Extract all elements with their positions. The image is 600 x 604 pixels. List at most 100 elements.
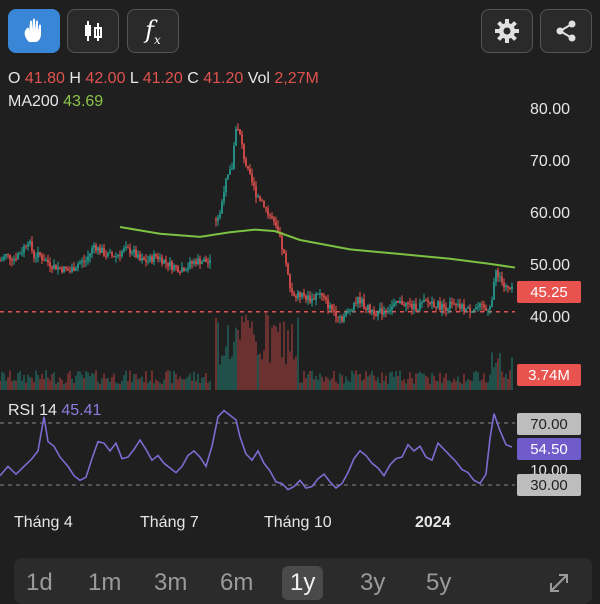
volume-value: 2,27M <box>274 70 319 87</box>
volume-bar <box>443 377 445 390</box>
volume-bar <box>415 373 417 390</box>
volume-bar <box>71 378 73 390</box>
volume-bar <box>89 376 91 390</box>
candle-body <box>311 298 313 303</box>
high-value: 42.00 <box>85 70 126 87</box>
range-3m[interactable]: 3m <box>154 569 188 596</box>
volume-bar <box>17 373 19 390</box>
range-1m[interactable]: 1m <box>88 569 122 596</box>
candle-body <box>291 288 293 293</box>
candle-body <box>201 261 203 265</box>
range-3y[interactable]: 3y <box>360 569 386 596</box>
volume-bar <box>479 380 481 390</box>
volume-bar <box>27 374 29 390</box>
candle-body <box>315 293 317 300</box>
candle-body <box>349 310 351 312</box>
candle-body <box>401 301 403 305</box>
candle-body <box>139 254 141 261</box>
candle-body <box>111 252 113 256</box>
candle-body <box>399 301 401 303</box>
candle-body <box>137 254 139 258</box>
range-1d[interactable]: 1d <box>26 569 53 596</box>
volume-bar <box>407 378 409 390</box>
candle-body <box>109 252 111 254</box>
volume-bar <box>321 376 323 390</box>
volume-bar <box>315 376 317 390</box>
candle-body <box>75 267 77 271</box>
volume-bar <box>451 382 453 390</box>
candle-body <box>383 311 385 315</box>
candle-body <box>469 307 471 313</box>
candle-body <box>19 253 21 255</box>
function-button[interactable]: fx <box>127 9 179 53</box>
volume-bar <box>39 378 41 390</box>
candle-body <box>439 301 441 310</box>
share-button[interactable] <box>540 9 592 53</box>
candle-body <box>369 304 371 312</box>
volume-bar <box>471 381 473 390</box>
candle-body <box>83 260 85 262</box>
volume-bar <box>1 371 3 390</box>
volume-bar <box>185 378 187 390</box>
volume-bar <box>309 370 311 390</box>
volume-bar <box>363 379 365 390</box>
candle-body <box>195 261 197 265</box>
range-1y[interactable]: 1y <box>282 566 324 600</box>
volume-bar <box>225 346 227 390</box>
candle-body <box>155 254 157 256</box>
volume-bar <box>207 382 209 390</box>
candle-body <box>49 262 51 267</box>
candle-body <box>457 303 459 306</box>
candle-body <box>329 304 331 309</box>
volume-bar <box>329 380 331 390</box>
volume-bar <box>399 370 401 390</box>
expand-button[interactable] <box>544 568 574 598</box>
volume-bar <box>493 367 495 390</box>
volume-bar <box>191 380 193 390</box>
candle-body <box>363 298 365 309</box>
volume-bar <box>351 370 353 390</box>
gesture-button[interactable] <box>8 9 60 53</box>
volume-bar <box>283 321 285 390</box>
volume-bar <box>159 382 161 390</box>
close-value: 41.20 <box>203 70 244 87</box>
volume-bar <box>477 372 479 390</box>
volume-bar <box>175 374 177 390</box>
volume-bar <box>229 359 231 390</box>
low-value: 41.20 <box>142 70 183 87</box>
rsi-current-tag: 54.50 <box>517 438 581 460</box>
volume-bar <box>437 381 439 390</box>
volume-bar <box>29 377 31 390</box>
candle-body <box>79 262 81 264</box>
volume-bar <box>5 380 7 390</box>
volume-bar <box>341 375 343 390</box>
candle-body <box>55 264 57 270</box>
candle-body <box>411 304 413 309</box>
candle-body <box>375 314 377 316</box>
candle-body <box>371 310 373 312</box>
range-6m[interactable]: 6m <box>220 569 254 596</box>
volume-bar <box>11 381 13 390</box>
candle-body <box>209 259 211 264</box>
volume-bar <box>109 381 111 390</box>
candle-body <box>253 182 255 186</box>
range-5y[interactable]: 5y <box>426 569 452 596</box>
settings-button[interactable] <box>481 9 533 53</box>
candle-body <box>509 287 511 289</box>
volume-bar <box>473 372 475 390</box>
price-tick-70: 70.00 <box>530 153 571 170</box>
price-tick-50: 50.00 <box>530 257 571 274</box>
volume-bar <box>235 327 237 390</box>
candle-body <box>265 207 267 209</box>
candlestick-button[interactable] <box>67 9 119 53</box>
volume-bar <box>303 371 305 390</box>
volume-bar <box>143 382 145 390</box>
candle-body <box>357 297 359 304</box>
volume-bar <box>369 374 371 390</box>
volume-bar <box>251 321 253 390</box>
volume-bar <box>319 373 321 390</box>
volume-bar <box>69 370 71 390</box>
candle-body <box>287 263 289 275</box>
candle-body <box>77 263 79 268</box>
